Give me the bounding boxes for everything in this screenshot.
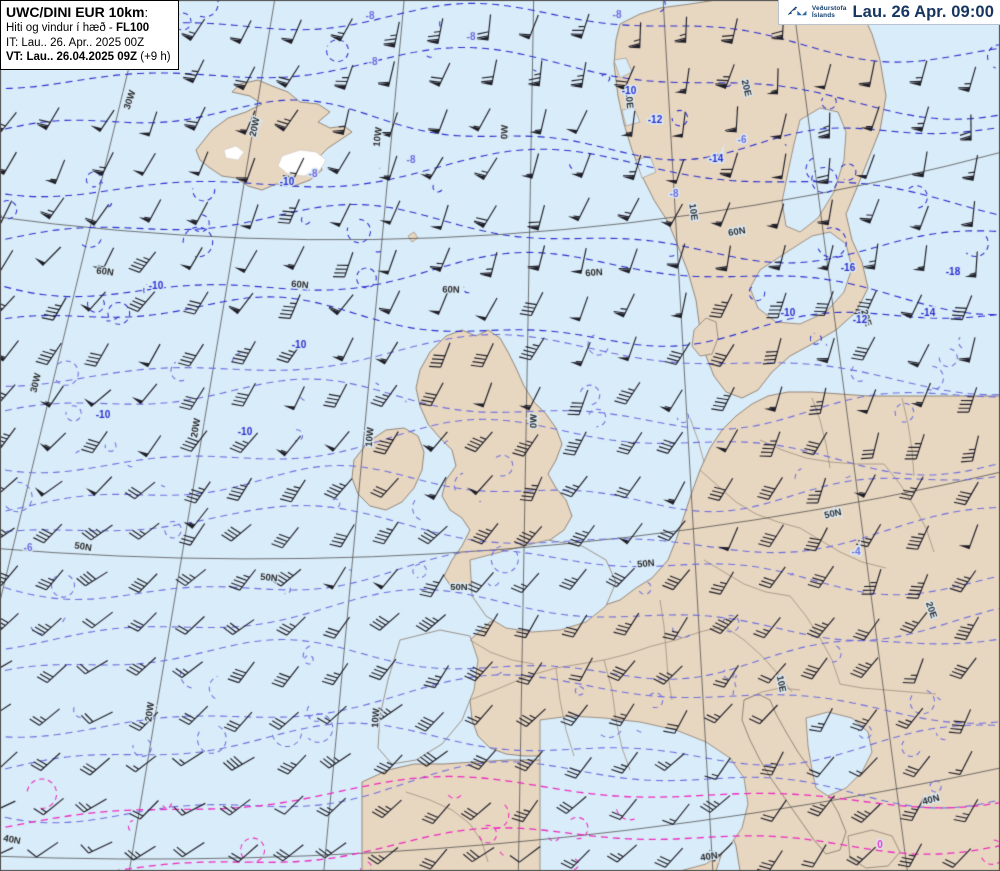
- product-title-suffix: :: [144, 5, 149, 20]
- product-valid-time-offset: (+9 h): [140, 51, 171, 64]
- wind-arrow-logo-icon: [787, 6, 807, 16]
- header-timestamp: Lau. 26 Apr. 09:00: [852, 2, 994, 21]
- product-parameter-label: Hiti og vindur í hæð -: [6, 22, 116, 34]
- product-parameter-line: Hiti og vindur í hæð - FL100: [6, 21, 171, 36]
- brand-logo[interactable]: Veðurstofa Íslands: [787, 4, 847, 20]
- product-title: UWC/DINI EUR 10km: [6, 4, 145, 20]
- header-bar: Veðurstofa Íslands Lau. 26 Apr. 09:00: [777, 0, 1000, 25]
- product-level: FL100: [115, 22, 150, 34]
- product-title-line: UWC/DINI EUR 10km:: [6, 4, 171, 21]
- product-valid-time: VT: Lau.. 26.04.2025 09Z: [6, 51, 141, 64]
- product-init-time: IT: Lau.. 26. Apr.. 2025 00Z: [6, 36, 145, 49]
- brand-logo-text: Veðurstofa Íslands: [811, 4, 847, 19]
- product-valid-time-line: VT: Lau.. 26.04.2025 09Z (+9 h): [6, 50, 171, 65]
- product-info-box: UWC/DINI EUR 10km: Hiti og vindur í hæð …: [0, 0, 179, 70]
